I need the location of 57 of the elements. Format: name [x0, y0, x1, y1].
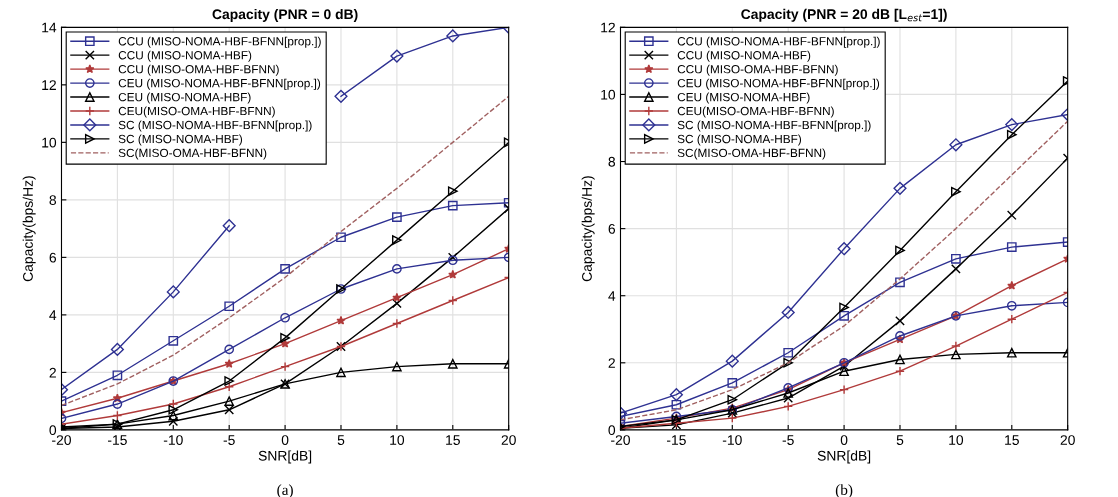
legend-label: SC (MISO-NOMA-HBF) — [118, 134, 243, 146]
legend-label: SC (MISO-NOMA-HBF-BFNN[prop.]) — [677, 120, 871, 132]
x-tick-label: 0 — [840, 435, 848, 445]
y-tick-label: 6 — [49, 252, 57, 263]
legend-label: SC (MISO-NOMA-HBF-BFNN[prop.]) — [118, 120, 312, 132]
x-tick-label: -20 — [52, 435, 71, 445]
legend-label: CEU (MISO-NOMA-HBF-BFNN[prop.]) — [677, 78, 880, 90]
x-tick-label: -20 — [611, 435, 630, 445]
y-axis-title: Capacity(bps/Hz) — [22, 176, 36, 282]
y-tick-label: 4 — [608, 291, 616, 301]
x-tick-label: -10 — [163, 435, 183, 445]
legend-label: CCU (MISO-NOMA-HBF) — [118, 50, 252, 62]
legend-label: CEU(MISO-OMA-HBF-BFNN) — [118, 106, 275, 118]
y-axis-title: Capacity(bps/Hz) — [581, 176, 595, 282]
legend-label: CCU (MISO-NOMA-HBF) — [677, 50, 811, 62]
y-tick-label: 4 — [49, 310, 57, 320]
legend-label: CCU (MISO-OMA-HBF-BFNN) — [677, 64, 838, 76]
x-tick-label: 15 — [1005, 435, 1019, 445]
legend-label: CCU (MISO-NOMA-HBF-BFNN[prop.]) — [677, 36, 880, 48]
x-tick-label: 10 — [949, 435, 964, 445]
y-tick-label: 10 — [42, 137, 57, 148]
y-tick-label: 10 — [601, 89, 616, 100]
y-tick-label: 2 — [608, 358, 615, 368]
legend-label: SC(MISO-OMA-HBF-BFNN) — [677, 148, 826, 160]
legend-label: CEU (MISO-NOMA-HBF-BFNN[prop.]) — [118, 78, 321, 90]
x-tick-label: 5 — [896, 435, 904, 445]
y-tick-label: 12 — [42, 80, 56, 90]
y-tick-label: 0 — [49, 425, 57, 436]
x-tick-label: -15 — [666, 435, 686, 445]
legend-label: CCU (MISO-NOMA-HBF-BFNN[prop.]) — [118, 36, 321, 48]
legend-label: CCU (MISO-OMA-HBF-BFNN) — [118, 64, 279, 76]
x-tick-label: 5 — [337, 435, 345, 445]
x-axis-title: SNR[dB] — [258, 450, 312, 464]
x-tick-label: 20 — [1060, 435, 1075, 445]
y-tick-label: 0 — [608, 425, 616, 436]
legend-label: CEU(MISO-OMA-HBF-BFNN) — [677, 106, 834, 118]
y-tick-label: 2 — [49, 367, 56, 378]
x-tick-label: -5 — [223, 435, 235, 445]
legend-label: CEU (MISO-NOMA-HBF) — [118, 92, 251, 104]
y-tick-label: 14 — [42, 22, 57, 33]
y-tick-label: 8 — [608, 156, 616, 167]
legend-label: SC(MISO-OMA-HBF-BFNN) — [118, 148, 267, 160]
x-tick-label: 15 — [446, 435, 460, 445]
x-tick-label: -10 — [722, 435, 742, 445]
x-tick-label: 10 — [390, 435, 405, 445]
x-tick-label: 20 — [501, 435, 516, 445]
legend-label: CEU (MISO-NOMA-HBF) — [677, 92, 810, 104]
x-tick-label: 0 — [281, 435, 289, 445]
y-tick-label: 8 — [49, 195, 57, 206]
x-tick-label: -15 — [107, 435, 127, 445]
x-axis-title: SNR[dB] — [817, 450, 871, 464]
y-tick-label: 12 — [601, 22, 615, 33]
legend-label: SC (MISO-NOMA-HBF) — [677, 134, 802, 146]
chart-title: Capacity (PNR = 20 dB [L$_{est}$=1]) — [741, 8, 947, 22]
chart-title: Capacity (PNR = 0 dB) — [212, 8, 358, 22]
x-tick-label: -5 — [782, 435, 794, 445]
y-tick-label: 6 — [608, 223, 616, 234]
